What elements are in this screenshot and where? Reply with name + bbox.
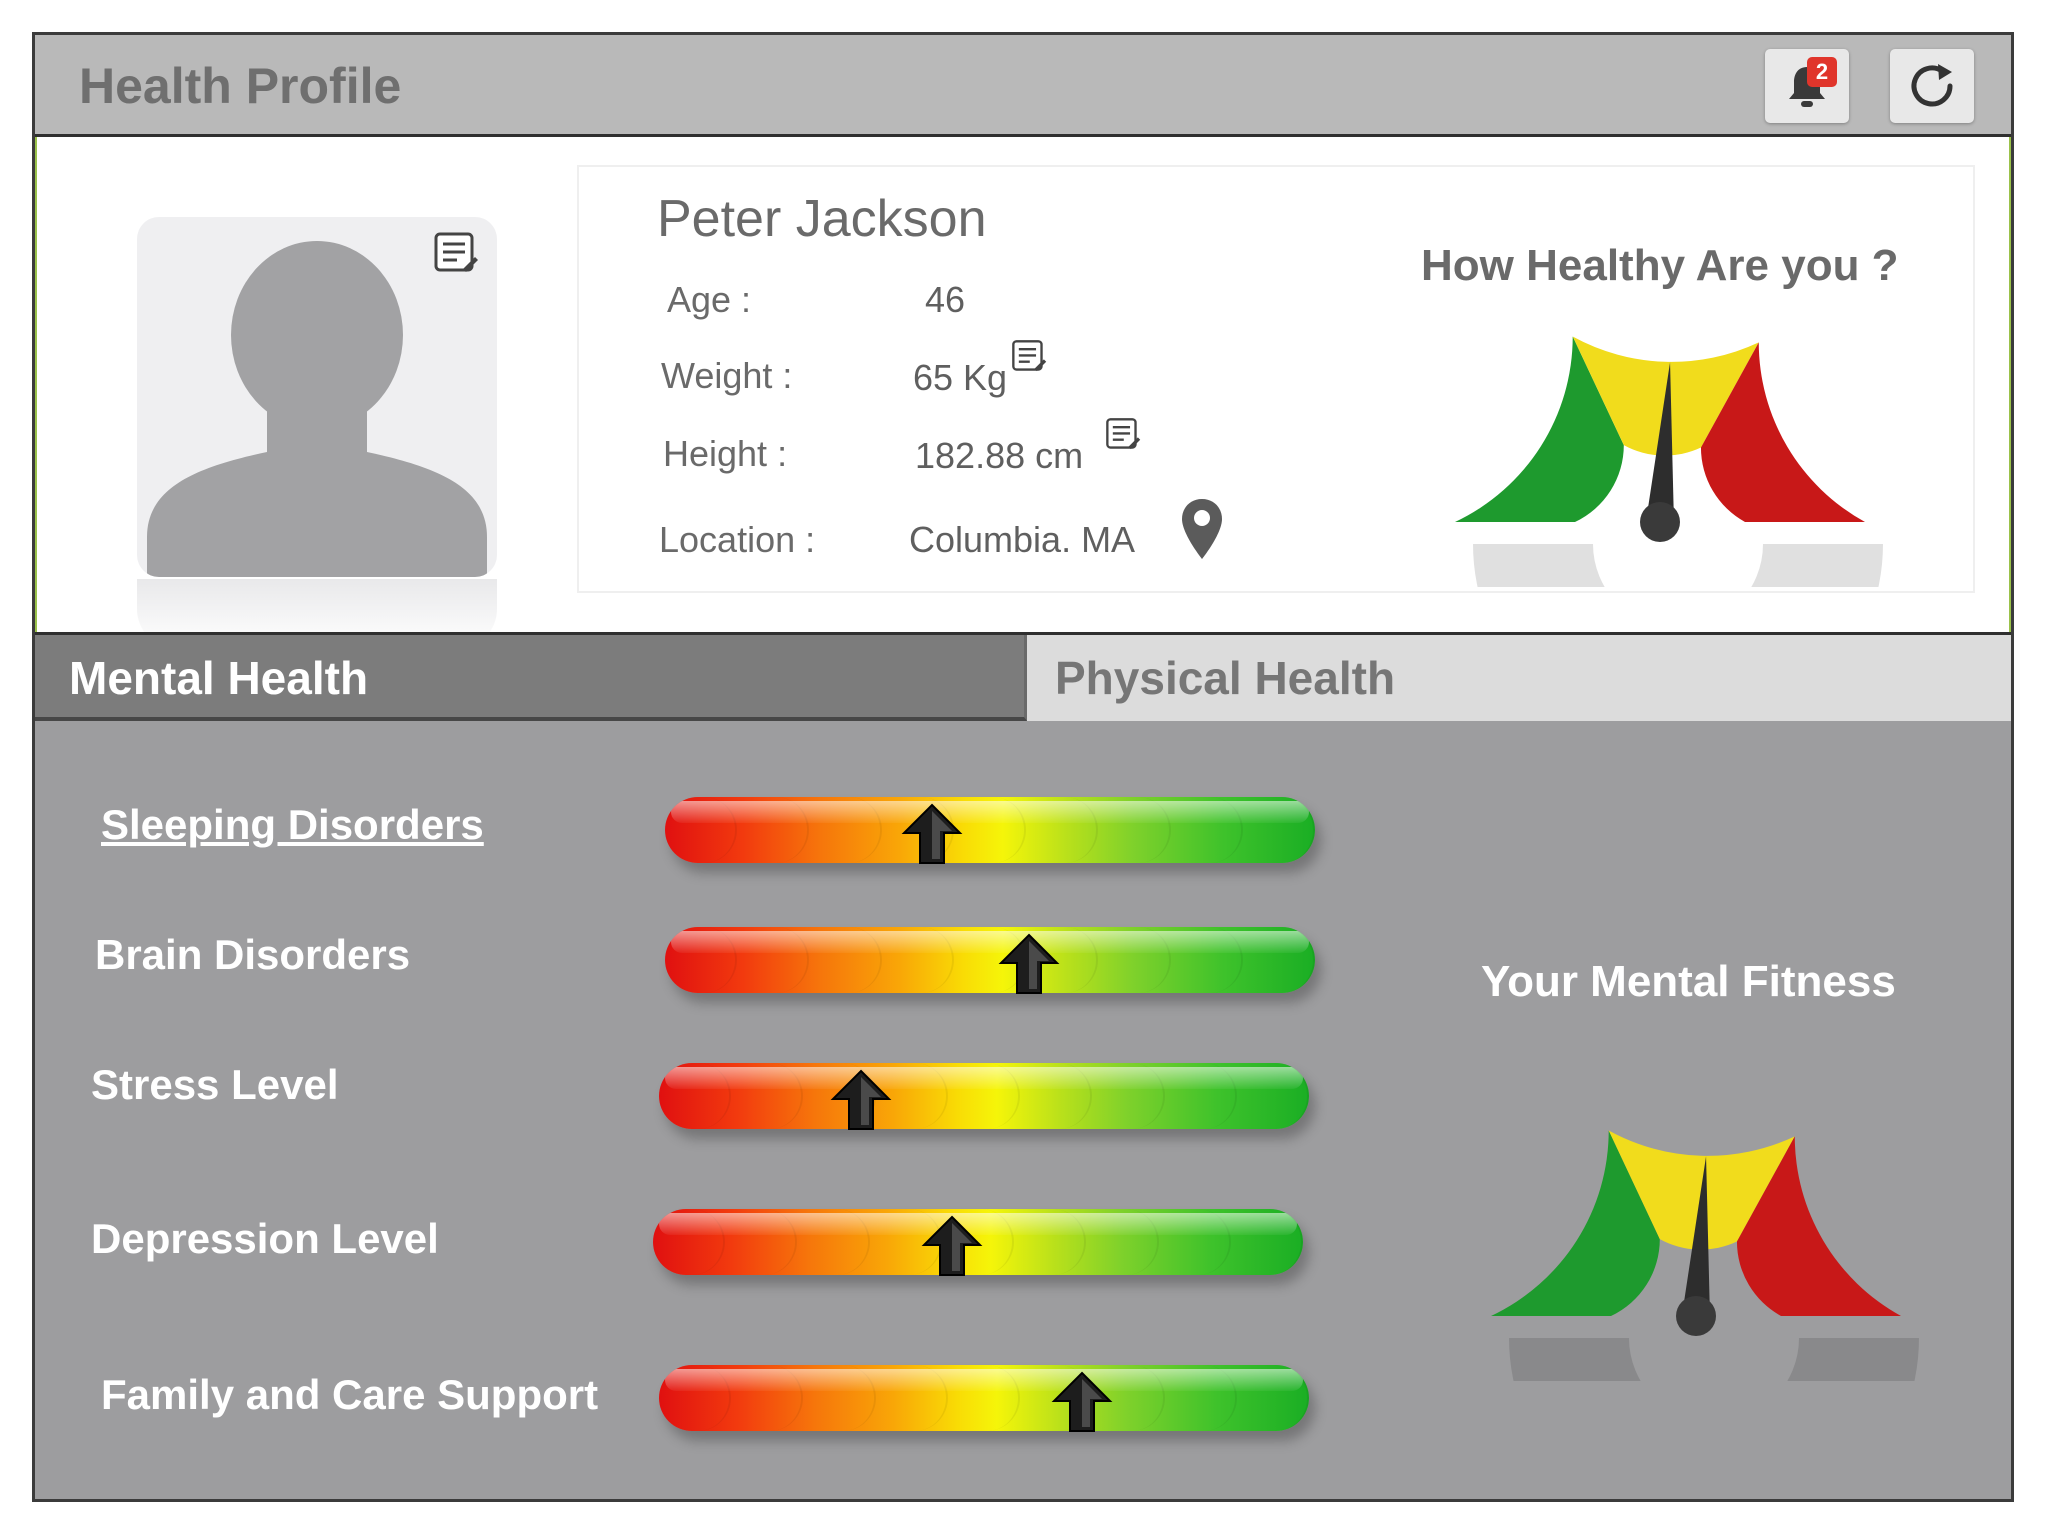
tab-mental-health-label: Mental Health	[69, 652, 369, 704]
health-gauge-shadow	[1473, 544, 1883, 587]
notifications-button[interactable]: 2	[1765, 49, 1849, 123]
metric-marker-stress-icon[interactable]	[830, 1067, 891, 1133]
health-gauge	[1455, 336, 1883, 587]
location-label: Location :	[659, 519, 816, 560]
avatar	[137, 217, 497, 577]
fitness-gauge-needle	[1682, 1156, 1710, 1317]
age-label: Age :	[667, 279, 752, 320]
mental-fitness-title: Your Mental Fitness	[1481, 957, 1896, 1006]
fitness-gauge-green-zone	[1491, 1130, 1660, 1316]
metric-bar-sleeping	[665, 797, 1315, 863]
metric-marker-sleeping-icon[interactable]	[901, 801, 962, 867]
health-gauge-hub	[1640, 502, 1680, 542]
page-title: Health Profile	[79, 58, 402, 114]
age-value: 46	[925, 279, 966, 320]
height-label: Height :	[663, 433, 788, 474]
profile-section: Peter Jackson Age : 46 Weight : 65 Kg He…	[35, 137, 2011, 649]
patient-name: Peter Jackson	[657, 190, 987, 248]
location-value: Columbia. MA	[909, 519, 1136, 560]
app-window: Health Profile 2	[32, 32, 2014, 1502]
health-gauge-green-zone	[1455, 336, 1624, 522]
metric-marker-family-support-icon[interactable]	[1051, 1369, 1112, 1435]
mental-health-panel: Sleeping Disorders Brain Disorders Stres…	[35, 721, 2011, 1499]
metric-bar-family-support	[659, 1365, 1309, 1431]
metric-bar-stress	[659, 1063, 1309, 1129]
edit-weight-icon[interactable]	[1011, 339, 1047, 375]
user-silhouette-icon	[147, 241, 487, 577]
tab-mental-health[interactable]: Mental Health	[35, 635, 1027, 721]
fitness-gauge-hub	[1676, 1296, 1716, 1336]
metric-marker-brain-icon[interactable]	[998, 931, 1060, 997]
weight-label: Weight :	[661, 355, 793, 396]
fitness-gauge-shadow	[1509, 1338, 1919, 1381]
location-pin-icon[interactable]	[1179, 497, 1225, 563]
metric-label-brain: Brain Disorders	[95, 931, 411, 978]
weight-value: 65 Kg	[913, 357, 1008, 398]
mental-fitness-gauge	[1491, 1130, 1919, 1381]
edit-height-icon[interactable]	[1105, 417, 1141, 453]
metric-marker-depression-icon[interactable]	[921, 1213, 983, 1279]
tab-physical-health[interactable]: Physical Health	[1027, 635, 2011, 721]
tab-physical-health-label: Physical Health	[1055, 652, 1396, 704]
fitness-gauge-red-zone	[1736, 1136, 1901, 1316]
metric-label-depression: Depression Level	[91, 1215, 439, 1262]
refresh-button[interactable]	[1890, 49, 1974, 123]
notification-badge: 2	[1807, 57, 1837, 87]
health-gauge-title: How Healthy Are you ?	[1421, 241, 1899, 290]
health-gauge-red-zone	[1700, 342, 1865, 522]
health-tabs: Mental Health Physical Health	[35, 632, 2011, 721]
refresh-icon	[1911, 64, 1953, 107]
metric-label-sleeping[interactable]: Sleeping Disorders	[101, 801, 484, 848]
header-bar: Health Profile 2	[35, 35, 2011, 137]
metric-bar-depression	[653, 1209, 1303, 1275]
health-gauge-needle	[1646, 362, 1674, 523]
height-value: 182.88 cm	[915, 435, 1084, 476]
metric-bar-brain	[665, 927, 1315, 993]
metric-label-family-support: Family and Care Support	[101, 1371, 599, 1418]
profile-info-card: Peter Jackson Age : 46 Weight : 65 Kg He…	[577, 165, 1975, 593]
edit-photo-icon[interactable]	[433, 231, 479, 277]
metric-label-stress: Stress Level	[91, 1061, 339, 1108]
